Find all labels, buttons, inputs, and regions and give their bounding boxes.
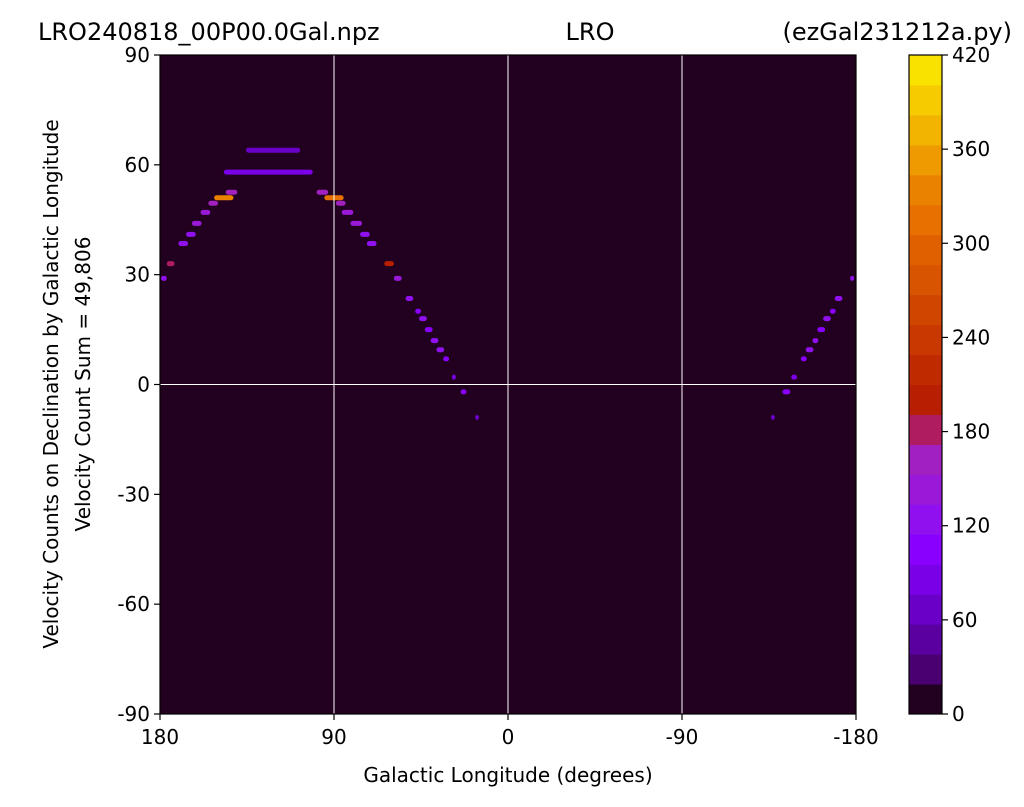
colorbar-segment	[909, 324, 942, 356]
grid-lines	[160, 55, 856, 714]
colorbar-segment	[909, 414, 942, 445]
heatmap-cell	[850, 275, 855, 281]
colorbar-segment	[909, 684, 942, 715]
heatmap-cell	[335, 200, 346, 206]
heatmap-cell	[460, 389, 467, 395]
heatmap-cell	[384, 261, 394, 267]
y-tick-label: -60	[117, 592, 150, 616]
y-tick-label: 90	[125, 43, 150, 67]
colorbar-segment	[909, 504, 942, 535]
y-tick-label: -30	[117, 482, 150, 506]
y-tick-label: -90	[117, 702, 150, 726]
y-axis-label-line1: Velocity Counts on Declination by Galact…	[39, 119, 63, 648]
colorbar-segment	[909, 384, 942, 415]
y-axis-label-line2: Velocity Count Sum = 49,806	[71, 237, 95, 532]
colorbar-segment	[909, 114, 942, 146]
heatmap-cell	[225, 189, 238, 195]
colorbar-tick-label: 300	[952, 231, 990, 255]
heatmap-cell	[360, 231, 370, 237]
heatmap-cell	[782, 389, 791, 395]
colorbar-segment	[909, 204, 942, 236]
heatmap-cell	[223, 169, 313, 175]
y-tick-label: 60	[125, 153, 150, 177]
colorbar-segment	[909, 444, 942, 475]
colorbar-tick-label: 60	[952, 608, 977, 632]
colorbar-segment	[909, 234, 942, 266]
heatmap-cell	[316, 189, 329, 195]
colorbar-segment	[909, 294, 942, 326]
colorbar-segment	[909, 84, 942, 116]
heatmap-cell	[829, 308, 836, 314]
heatmap-cell	[393, 275, 402, 281]
colorbar-segment	[909, 654, 942, 685]
heatmap-cell	[200, 209, 211, 215]
colorbar-frame	[908, 54, 943, 715]
heatmap-cell	[246, 147, 301, 153]
heatmap-cell	[186, 231, 196, 237]
heatmap-cell	[419, 316, 427, 322]
x-tick-label: -90	[666, 725, 699, 749]
heatmap-cell	[341, 209, 354, 215]
heatmap-cell	[366, 241, 377, 247]
x-tick-label: 0	[502, 725, 515, 749]
heatmap-cell	[443, 356, 450, 362]
colorbar-tick-label: 180	[952, 420, 990, 444]
colorbar-ticks: 420 360 300 240 180 120 60 0	[942, 43, 990, 726]
chart-title-right: (ezGal231212a.py)	[783, 18, 1012, 46]
heatmap-cell	[451, 374, 456, 380]
x-tick-label: -180	[833, 725, 878, 749]
heatmap-cell	[823, 316, 831, 322]
y-tick-label: 0	[137, 373, 150, 397]
heatmap-cell	[812, 338, 819, 344]
y-tick-label: 30	[125, 263, 150, 287]
heatmap-cell	[817, 327, 826, 333]
colorbar-tick-label: 240	[952, 325, 990, 349]
heatmap-cell	[405, 295, 414, 301]
heatmap-cell	[834, 295, 843, 301]
heatmap-cell	[214, 195, 234, 201]
heatmap-cell	[160, 275, 167, 281]
x-tick-label: 90	[321, 725, 346, 749]
y-axis-ticks: 90 60 30 0 -30 -60 -90	[117, 43, 160, 726]
colorbar-tick-label: 420	[952, 43, 990, 67]
colorbar-segment	[909, 354, 942, 385]
chart-title-left: LRO240818_00P00.0Gal.npz	[38, 18, 380, 46]
heatmap-cell	[791, 374, 798, 380]
heatmap-cell	[436, 347, 445, 353]
heatmap-cell	[805, 347, 814, 353]
x-axis-label: Galactic Longitude (degrees)	[363, 763, 652, 787]
colorbar-segment	[909, 264, 942, 296]
x-tick-label: 180	[141, 725, 179, 749]
chart-title-center: LRO	[566, 18, 615, 46]
colorbar-tick-label: 120	[952, 514, 990, 538]
heatmap-cell	[350, 220, 363, 226]
colorbar-tick-label: 0	[952, 702, 965, 726]
heatmap-cell	[208, 200, 218, 206]
colorbar-segment	[909, 624, 942, 655]
colorbar-segment	[909, 55, 942, 86]
heatmap-cell	[475, 414, 479, 420]
colorbar-tick-label: 360	[952, 137, 990, 161]
heatmap-cell	[191, 220, 202, 226]
colorbar-segment	[909, 534, 942, 565]
colorbar	[909, 55, 942, 715]
heatmap-cell	[178, 241, 189, 247]
heatmap-cell	[166, 261, 175, 267]
heatmap-cell	[424, 327, 433, 333]
colorbar-segment	[909, 594, 942, 625]
x-axis-ticks: 180 90 0 -90 -180	[141, 714, 879, 749]
colorbar-segment	[909, 474, 942, 505]
colorbar-segment	[909, 174, 942, 206]
colorbar-segment	[909, 564, 942, 595]
heatmap-cell	[415, 308, 421, 314]
heatmap-cell	[800, 356, 807, 362]
heatmap-cell	[770, 414, 775, 420]
colorbar-segment	[909, 144, 942, 176]
heatmap-cell	[430, 338, 439, 344]
